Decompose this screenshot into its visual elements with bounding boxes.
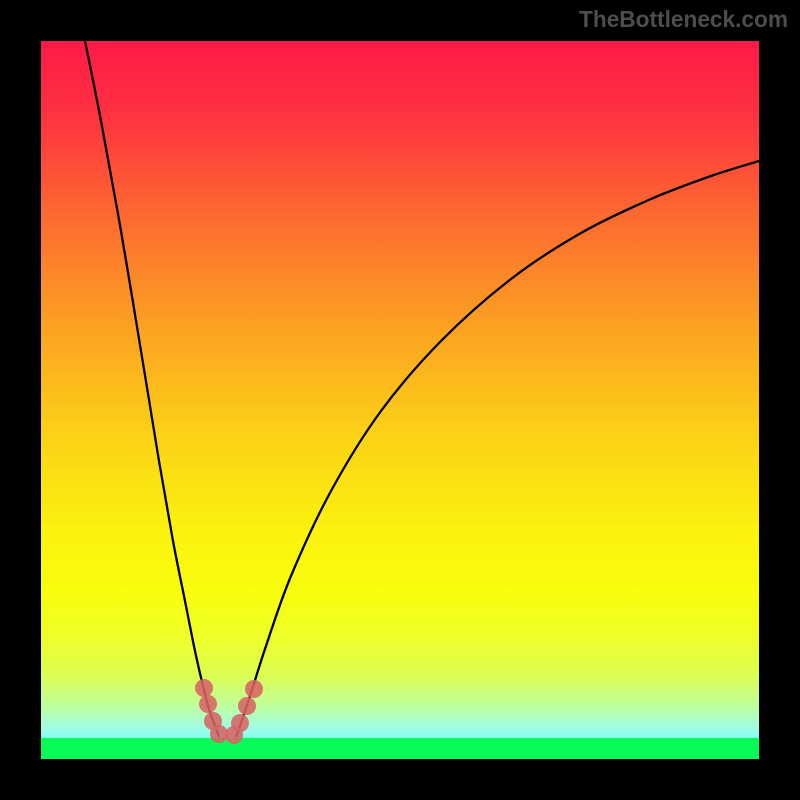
marker-0 xyxy=(195,679,213,697)
marker-6 xyxy=(238,697,256,715)
markers-layer xyxy=(41,41,759,759)
marker-5 xyxy=(231,714,249,732)
marker-1 xyxy=(199,695,217,713)
plot-area xyxy=(41,41,759,759)
attribution-text: TheBottleneck.com xyxy=(579,6,788,33)
marker-7 xyxy=(245,680,263,698)
